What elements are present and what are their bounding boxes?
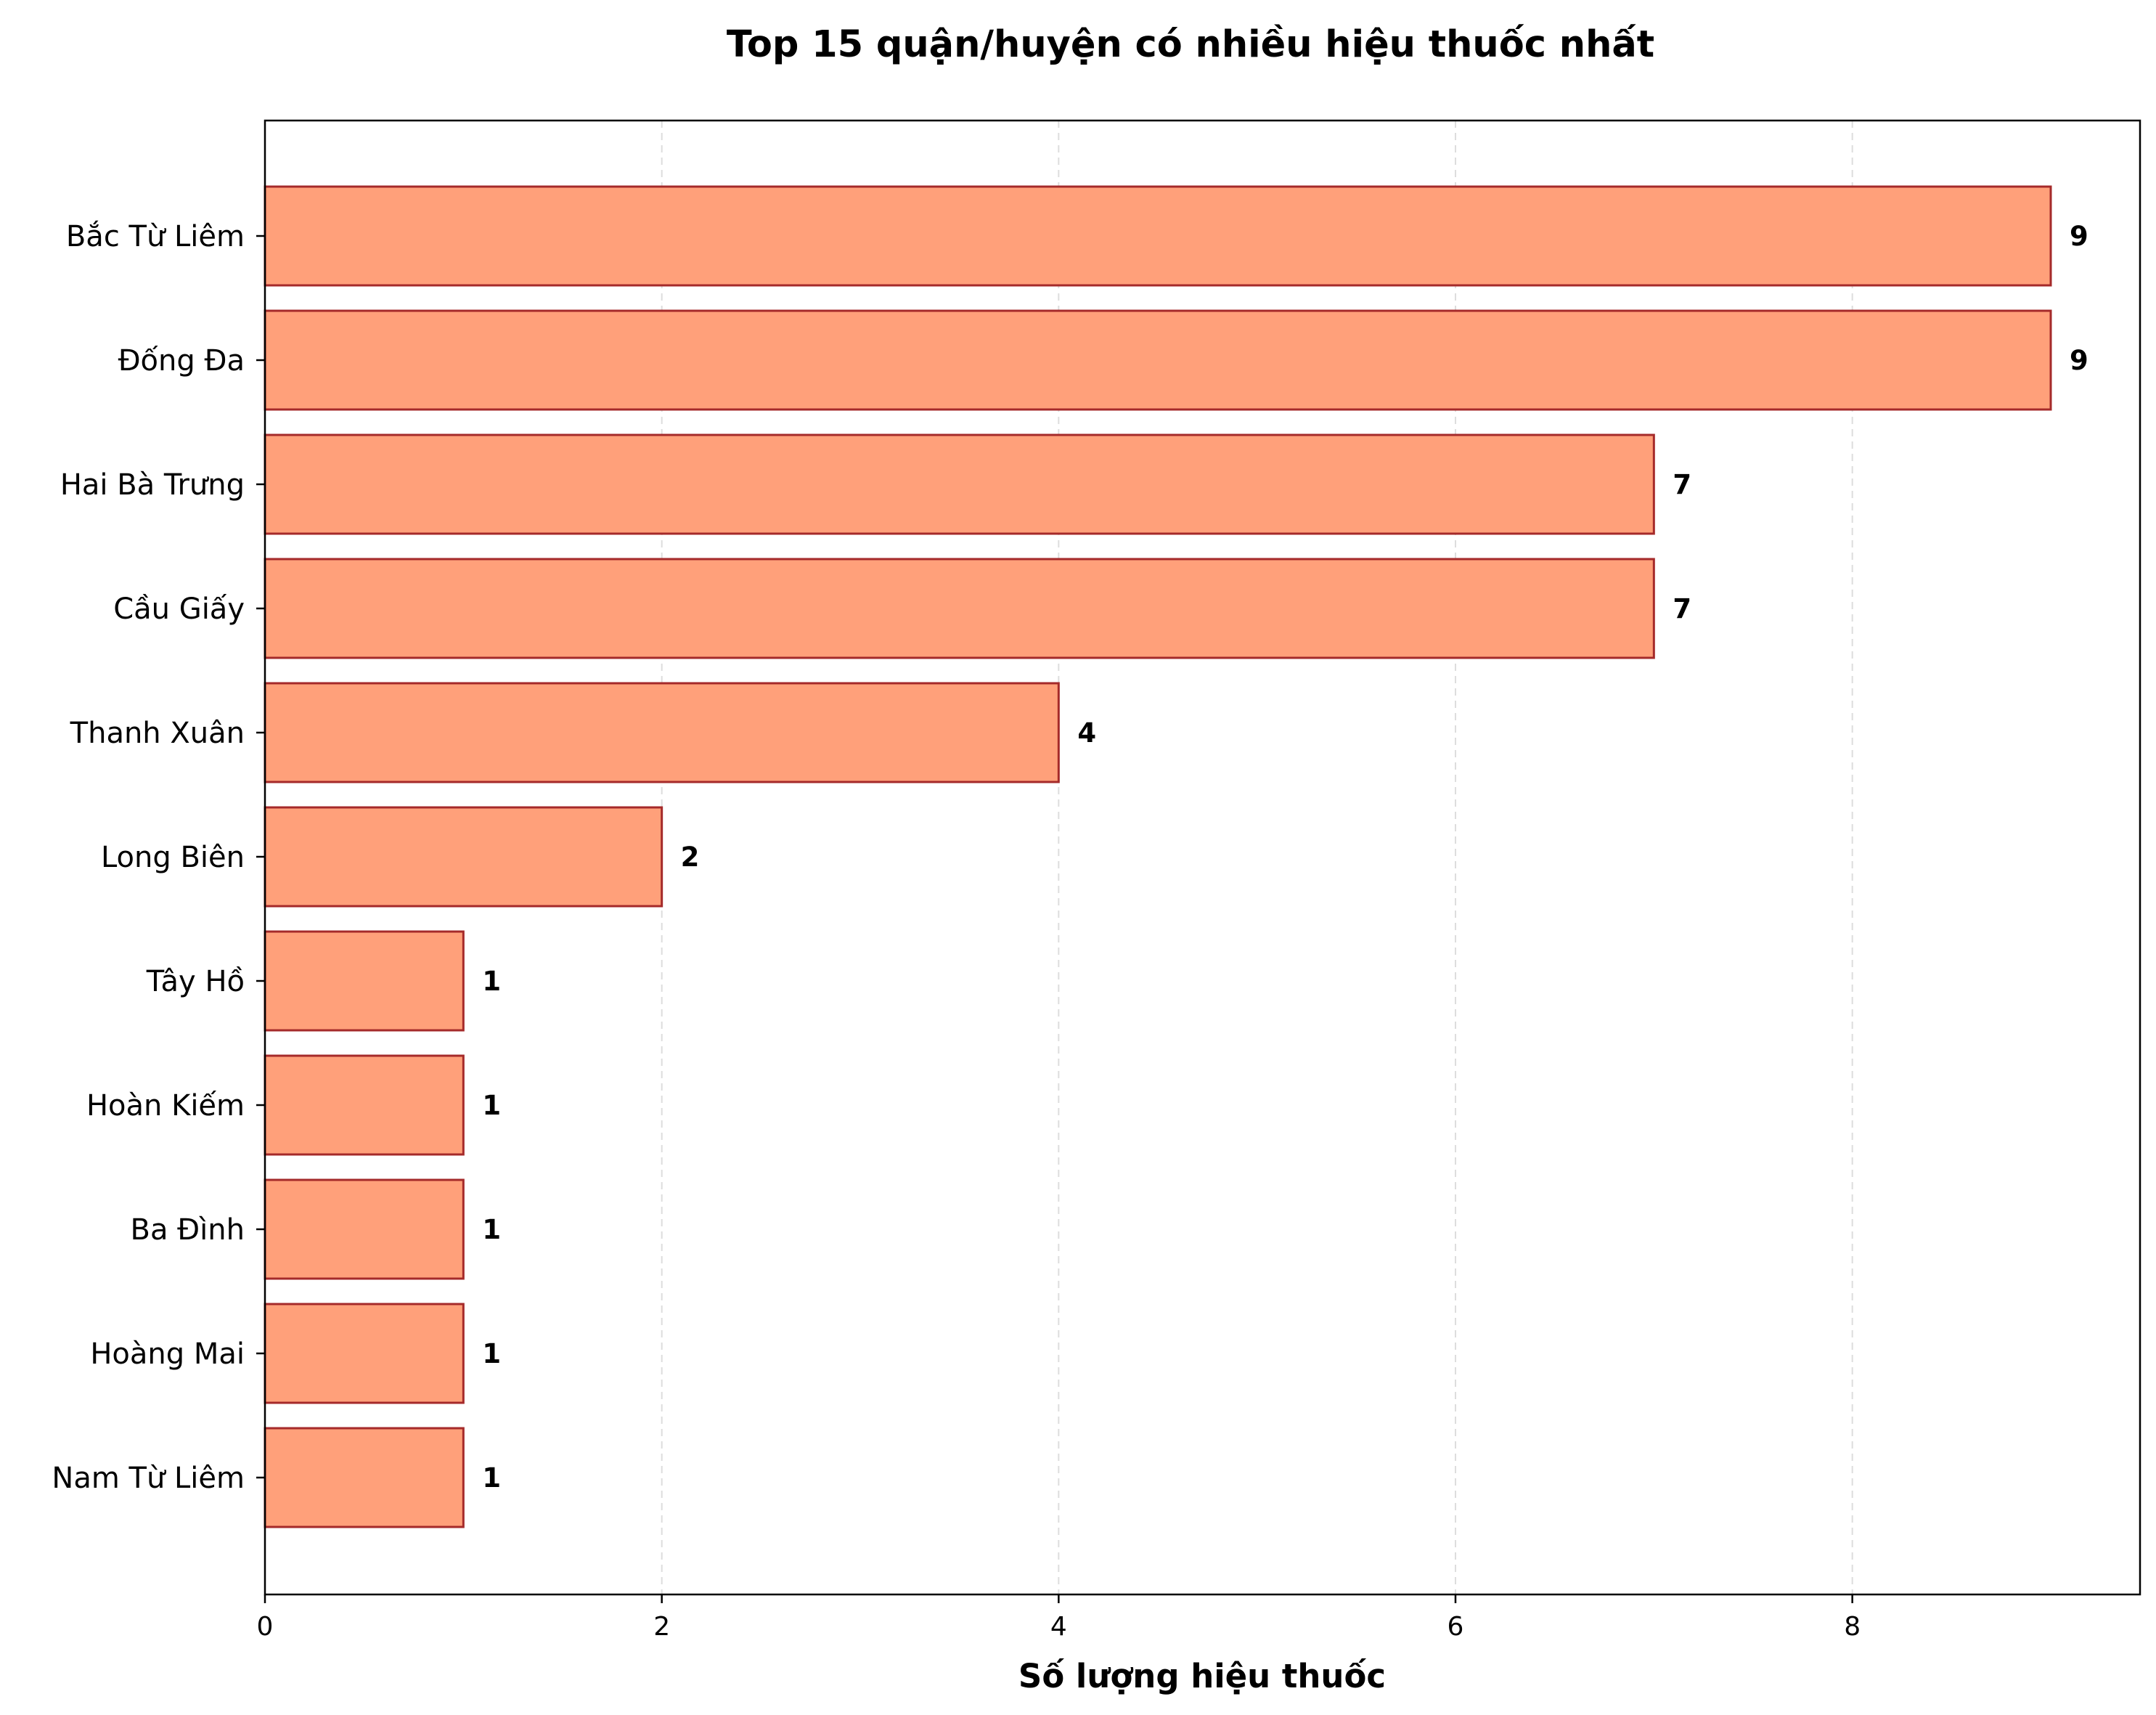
y-tick-label: Thanh Xuân	[70, 717, 245, 750]
y-tick-label: Hai Bà Trưng	[60, 468, 245, 502]
bar	[264, 1303, 465, 1404]
y-tick-label: Hoàn Kiếm	[86, 1089, 245, 1123]
bar-value-label: 1	[482, 966, 501, 997]
y-tick-label: Tây Hồ	[146, 965, 245, 998]
bar	[264, 930, 465, 1032]
bar-value-label: 1	[482, 1090, 501, 1121]
bar-value-label: 1	[482, 1214, 501, 1245]
bar	[264, 1427, 465, 1528]
y-tick-label: Long Biên	[101, 841, 245, 874]
y-tick-label: Đống Đa	[118, 344, 245, 378]
chart-title: Top 15 quận/huyện có nhiều hiệu thuốc nh…	[727, 23, 1654, 66]
x-tick-label: 6	[1447, 1612, 1464, 1642]
x-tick-label: 4	[1050, 1612, 1067, 1642]
bar	[264, 433, 1655, 535]
x-axis-ticks: 0 2 4 6 8	[257, 1594, 1861, 1642]
bar	[264, 309, 2052, 411]
bar-value-label: 1	[482, 1338, 501, 1369]
y-tick-label: Cầu Giấy	[113, 592, 245, 626]
bar-value-label: 9	[2070, 345, 2088, 376]
bar-value-label: 7	[1673, 469, 1691, 500]
bar-value-label: 7	[1673, 593, 1691, 624]
y-tick-label: Ba Đình	[131, 1213, 245, 1247]
bar	[264, 682, 1060, 783]
x-tick-label: 0	[257, 1612, 274, 1642]
x-tick-label: 2	[653, 1612, 670, 1642]
bar-value-label: 2	[681, 842, 700, 873]
x-axis-label: Số lượng hiệu thuốc	[1018, 1657, 1386, 1695]
bars: 9 9 7 7 4 2 1 1 1 1 1	[264, 185, 2088, 1528]
y-axis-ticks: Bắc Từ Liêm Đống Đa Hai Bà Trưng Cầu Giấy Th…	[52, 220, 265, 1495]
bar	[264, 806, 663, 908]
y-tick-label: Bắc Từ Liêm	[66, 220, 245, 253]
bar	[264, 1054, 465, 1156]
bar-value-label: 1	[482, 1462, 501, 1494]
y-tick-label: Hoàng Mai	[90, 1337, 245, 1371]
bar-value-label: 9	[2070, 221, 2088, 252]
bar	[264, 185, 2052, 287]
grid-lines	[661, 121, 1853, 1594]
bar	[264, 558, 1655, 659]
bar-value-label: 4	[1077, 717, 1096, 749]
bar	[264, 1178, 465, 1280]
x-tick-label: 8	[1844, 1612, 1861, 1642]
y-tick-label: Nam Từ Liêm	[52, 1462, 245, 1495]
